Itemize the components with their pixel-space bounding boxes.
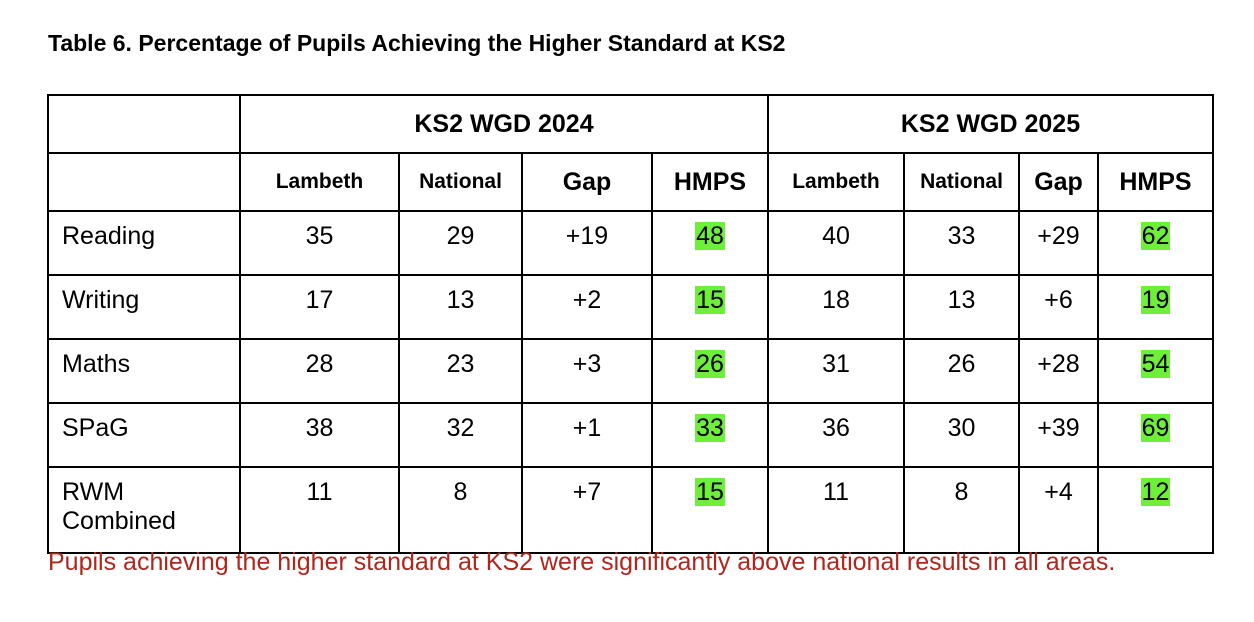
cell-value: +28 (1018, 338, 1099, 404)
hmps-highlighted-value: 12 (1140, 478, 1171, 506)
corner-cell-2 (47, 152, 241, 212)
hmps-cell: 33 (651, 402, 769, 468)
cell-value: +6 (1018, 274, 1099, 340)
hmps-cell: 15 (651, 466, 769, 554)
cell-value: 28 (239, 338, 400, 404)
hmps-cell: 19 (1097, 274, 1214, 340)
row-label-writing: Writing (47, 274, 241, 340)
hmps-cell: 12 (1097, 466, 1214, 554)
hmps-cell: 54 (1097, 338, 1214, 404)
cell-value: 35 (239, 210, 400, 276)
cell-value: 26 (903, 338, 1020, 404)
cell-value: 8 (903, 466, 1020, 554)
hmps-cell: 26 (651, 338, 769, 404)
row-label-reading: Reading (47, 210, 241, 276)
hmps-highlighted-value: 62 (1140, 222, 1171, 250)
hmps-highlighted-value: 48 (695, 222, 725, 250)
row-label-rwm-combined: RWM Combined (47, 466, 241, 554)
table-row-rwm-combined: RWM Combined 11 8 +7 15 11 8 +4 12 (47, 466, 1214, 554)
cell-value: 32 (398, 402, 523, 468)
cell-value: +39 (1018, 402, 1099, 468)
table-row-reading: Reading 35 29 +19 48 40 33 +29 62 (47, 210, 1214, 276)
hmps-cell: 15 (651, 274, 769, 340)
row-label-maths: Maths (47, 338, 241, 404)
table-title: Table 6. Percentage of Pupils Achieving … (48, 30, 786, 56)
col-header-lambeth-2024: Lambeth (239, 152, 400, 212)
cell-value: +29 (1018, 210, 1099, 276)
cell-value: 11 (239, 466, 400, 554)
cell-value: 31 (767, 338, 905, 404)
table-row-maths: Maths 28 23 +3 26 31 26 +28 54 (47, 338, 1214, 404)
cell-value: 13 (398, 274, 523, 340)
group-header-2024: KS2 WGD 2024 (239, 94, 769, 154)
table-row-writing: Writing 17 13 +2 15 18 13 +6 19 (47, 274, 1214, 340)
hmps-highlighted-value: 19 (1140, 286, 1171, 314)
cell-value: 17 (239, 274, 400, 340)
cell-value: +19 (521, 210, 653, 276)
hmps-cell: 62 (1097, 210, 1214, 276)
cell-value: 33 (903, 210, 1020, 276)
hmps-highlighted-value: 33 (695, 414, 725, 442)
cell-value: 38 (239, 402, 400, 468)
col-header-gap-2024: Gap (521, 152, 653, 212)
cell-value: 40 (767, 210, 905, 276)
hmps-highlighted-value: 15 (695, 478, 725, 506)
row-label-line-2: Combined (62, 507, 176, 535)
hmps-highlighted-value: 15 (695, 286, 725, 314)
cell-value: +4 (1018, 466, 1099, 554)
row-label-line-1: RWM (62, 478, 125, 506)
row-label-spag: SPaG (47, 402, 241, 468)
col-header-gap-2025: Gap (1018, 152, 1099, 212)
hmps-highlighted-value: 26 (695, 350, 725, 378)
hmps-highlighted-value: 54 (1140, 350, 1171, 378)
group-header-2025: KS2 WGD 2025 (767, 94, 1214, 154)
group-header-row: KS2 WGD 2024 KS2 WGD 2025 (47, 94, 1214, 154)
cell-value: 8 (398, 466, 523, 554)
col-header-lambeth-2025: Lambeth (767, 152, 905, 212)
cell-value: +2 (521, 274, 653, 340)
col-header-national-2025: National (903, 152, 1020, 212)
hmps-cell: 69 (1097, 402, 1214, 468)
cell-value: +1 (521, 402, 653, 468)
summary-note: Pupils achieving the higher standard at … (48, 548, 1116, 576)
cell-value: 36 (767, 402, 905, 468)
cell-value: 23 (398, 338, 523, 404)
cell-value: +7 (521, 466, 653, 554)
cell-value: 30 (903, 402, 1020, 468)
col-header-hmps-2024: HMPS (651, 152, 769, 212)
column-header-row: Lambeth National Gap HMPS Lambeth Nation… (47, 152, 1214, 212)
cell-value: +3 (521, 338, 653, 404)
corner-cell (47, 94, 241, 154)
cell-value: 18 (767, 274, 905, 340)
hmps-highlighted-value: 69 (1140, 414, 1171, 442)
cell-value: 11 (767, 466, 905, 554)
results-table: KS2 WGD 2024 KS2 WGD 2025 Lambeth Nation… (47, 94, 1214, 554)
cell-value: 29 (398, 210, 523, 276)
col-header-hmps-2025: HMPS (1097, 152, 1214, 212)
cell-value: 13 (903, 274, 1020, 340)
col-header-national-2024: National (398, 152, 523, 212)
table-row-spag: SPaG 38 32 +1 33 36 30 +39 69 (47, 402, 1214, 468)
hmps-cell: 48 (651, 210, 769, 276)
